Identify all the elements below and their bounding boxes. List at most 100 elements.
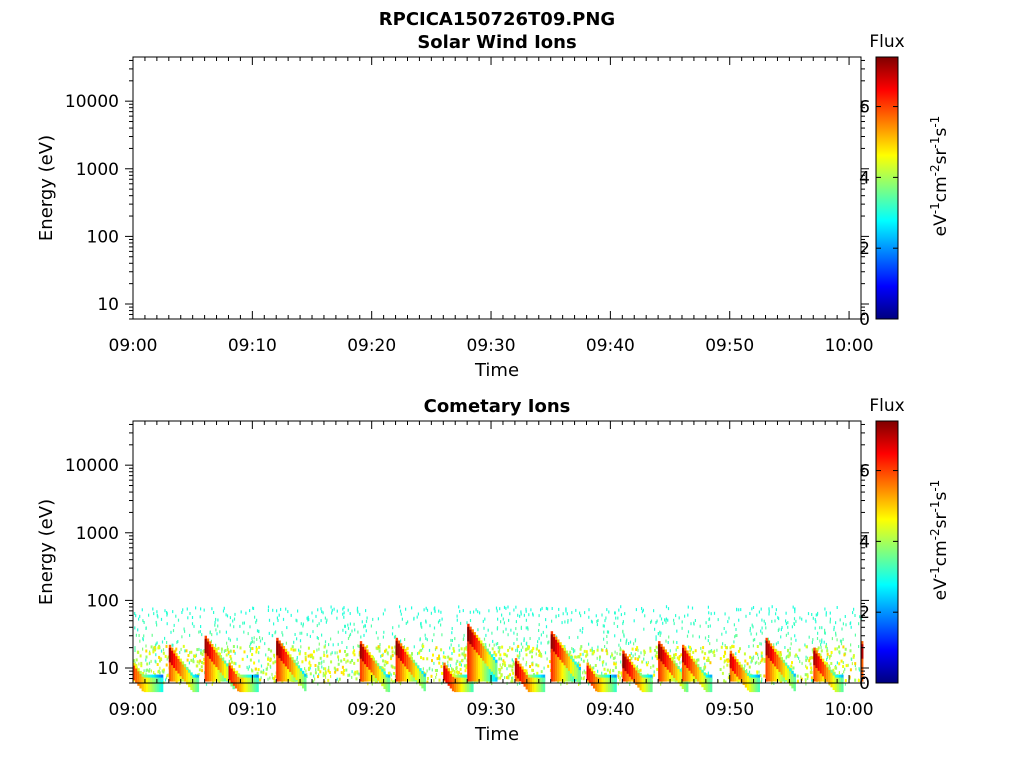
heatmap-cell [391,678,393,682]
heatmap-cell [354,670,357,674]
heatmap-cell [728,659,731,663]
heatmap-cell [221,650,223,654]
heatmap-cell [386,661,389,665]
heatmap-cell [449,664,452,668]
heatmap-cell [681,620,683,624]
heatmap-cell [538,629,540,632]
heatmap-cell [721,671,724,675]
heatmap-cell [151,633,153,637]
heatmap-cell [613,621,615,625]
heatmap-cell [690,647,692,651]
heatmap-cell [725,646,728,650]
heatmap-cell [707,656,710,660]
heatmap-cell [787,648,789,652]
heatmap-cell [382,612,384,616]
heatmap-cell [388,645,391,649]
heatmap-cell [520,610,522,614]
heatmap-cell [298,648,300,652]
heatmap-cell [455,670,458,674]
heatmap-cell [316,648,318,652]
heatmap-cell [355,677,358,681]
heatmap-cell [422,667,424,671]
heatmap-cell [353,622,355,626]
heatmap-cell [269,659,272,662]
heatmap-cell [301,631,303,635]
heatmap-cell [606,641,608,645]
heatmap-cell [516,632,518,636]
heatmap-cell [565,607,567,611]
heatmap-cell [343,615,345,619]
heatmap-cell [735,634,737,638]
flux-event [586,662,617,693]
heatmap-cell [656,667,659,671]
heatmap-cell [572,650,575,654]
heatmap-cell [690,622,692,626]
heatmap-cell [392,680,394,684]
heatmap-cell [463,647,466,651]
heatmap-cell [704,652,707,656]
heatmap-cell [232,649,235,653]
heatmap-cell [794,634,796,638]
heatmap-cell [145,658,147,662]
heatmap-cell [646,663,649,667]
heatmap-cell [216,632,218,636]
heatmap-cell [844,679,847,682]
heatmap-cell [138,617,140,621]
heatmap-cell [337,662,340,666]
heatmap-cell [345,630,347,634]
flux-event [168,644,200,693]
heatmap-cell [612,656,615,660]
heatmap-cell [719,657,722,661]
heatmap-cell [622,622,624,626]
heatmap-cell [796,674,799,678]
heatmap-cell [638,655,641,659]
heatmap-cell [331,608,333,612]
heatmap-cell [849,668,852,672]
heatmap-cell [341,641,343,644]
heatmap-cell [673,653,675,657]
heatmap-cell [748,670,751,674]
heatmap-cell [587,659,589,663]
heatmap-cell [191,622,194,626]
heatmap-cell [140,664,143,668]
heatmap-cell [639,668,642,672]
heatmap-cell [495,606,498,610]
heatmap-cell [626,638,628,642]
heatmap-cell [604,672,607,676]
heatmap-cell [181,635,183,639]
heatmap-cell [234,651,236,655]
heatmap-cell [236,645,238,649]
heatmap-cell [493,650,496,654]
heatmap-cell [391,653,394,657]
heatmap-cell [201,661,203,664]
heatmap-cell [835,621,837,625]
heatmap-cell [249,649,251,653]
heatmap-cell [794,654,796,658]
heatmap-cell [145,649,148,653]
heatmap-cell [660,682,662,686]
heatmap-cell [531,668,534,672]
heatmap-cell [510,628,512,632]
panel-title: Solar Wind Ions [417,32,576,53]
heatmap-cell [599,658,601,662]
heatmap-cell [384,649,386,653]
colorbar-gradient [875,420,899,684]
heatmap-cell [469,619,472,622]
heatmap-cell [158,669,160,673]
heatmap-cell [604,619,606,623]
heatmap-cell [247,632,249,636]
heatmap-cell [453,649,456,653]
heatmap-cell [591,649,593,653]
heatmap-cell [365,619,368,623]
heatmap-cell [326,654,329,658]
heatmap-cell [503,621,505,625]
heatmap-cell [399,609,402,613]
heatmap-cell [141,608,143,612]
heatmap-cell [723,627,725,630]
heatmap-cell [736,634,738,637]
heatmap-cell [343,606,345,610]
heatmap-cell [273,655,275,659]
heatmap-cell [576,662,579,666]
heatmap-cell [458,644,460,648]
heatmap-cell [418,651,421,655]
